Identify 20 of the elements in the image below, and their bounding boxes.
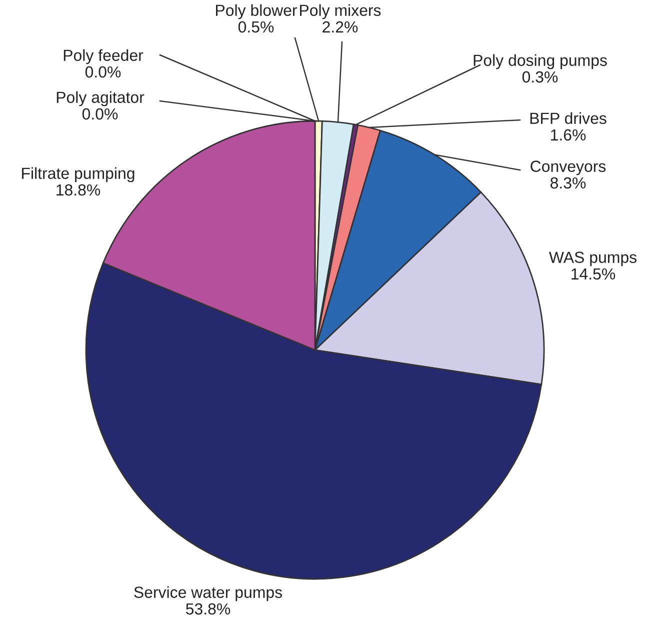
data-label: 2.2%: [322, 21, 358, 33]
category-label: Poly feeder: [64, 49, 144, 64]
slice-label: Poly dosing pumps: [474, 54, 607, 70]
data-label: 18.8%: [56, 184, 100, 196]
text: 0.0%: [85, 66, 121, 78]
text: 0.0%: [82, 108, 118, 120]
slice-label: WAS pumps: [548, 252, 637, 266]
slice-label: Conveyors: [530, 160, 606, 176]
slice-label: Service water pumps: [134, 586, 282, 602]
slice-label: Filtrate pumping: [22, 167, 134, 182]
data-label: 0.3%: [522, 71, 558, 83]
slice-label: BFP drives: [530, 112, 606, 124]
data-label: 0.5%: [238, 21, 274, 33]
data-label: 1.6%: [551, 129, 586, 141]
data-label: 14.5%: [572, 268, 616, 280]
slice-label: Poly blower: [216, 4, 298, 20]
category-label: Poly agitator: [56, 91, 144, 106]
data-label: 8.3%: [550, 177, 586, 189]
data-label: 53.8%: [186, 603, 230, 615]
slice-label: Poly mixers: [300, 4, 381, 20]
